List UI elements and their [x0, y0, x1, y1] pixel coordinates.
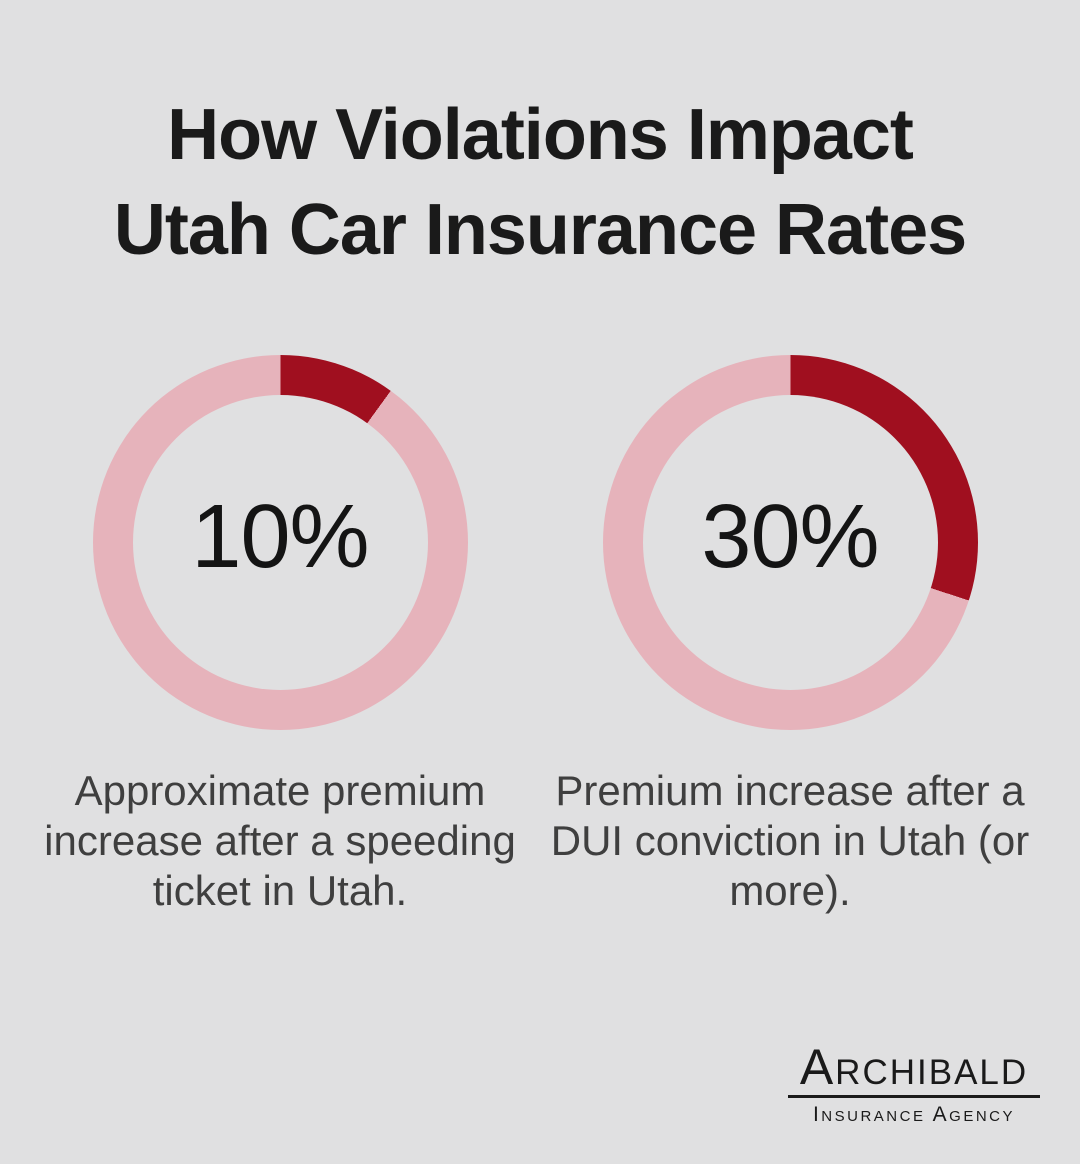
caption-line: ticket in Utah. [152, 867, 408, 914]
donut-hole: 30% [642, 395, 938, 690]
caption-line: Premium increase after a [555, 767, 1025, 814]
brand-name: Archibald [799, 1039, 1029, 1095]
page-title: How Violations Impact Utah Car Insurance… [0, 88, 1080, 278]
caption-line: DUI conviction in Utah (or [550, 817, 1030, 864]
caption-line: Approximate premium [74, 767, 486, 814]
page-title-line-2: Utah Car Insurance Rates [113, 190, 967, 270]
logo-underline [788, 1094, 1040, 1098]
donut-value-label-speeding: 10% [191, 487, 369, 587]
stat-speeding-ticket: 10% Approximate premium increase after a… [20, 355, 540, 916]
page-title-line-1: How Violations Impact [167, 95, 914, 175]
caption-line: increase after a speeding [44, 817, 516, 864]
donut-value-label-dui: 30% [701, 487, 879, 587]
brand-logo: Archibald Insurance Agency [788, 1039, 1040, 1127]
stat-dui-conviction: 30% Premium increase after a DUI convict… [530, 355, 1050, 916]
donut-chart-dui-conviction: 30% [602, 355, 978, 730]
brand-tagline: Insurance Agency [812, 1102, 1016, 1126]
caption-speeding-ticket: Approximate premium increase after a spe… [20, 766, 540, 916]
caption-line: more). [729, 867, 851, 914]
donut-chart-speeding-ticket: 10% [92, 355, 468, 730]
caption-dui-conviction: Premium increase after a DUI conviction … [530, 766, 1050, 916]
donut-hole: 10% [132, 395, 428, 690]
